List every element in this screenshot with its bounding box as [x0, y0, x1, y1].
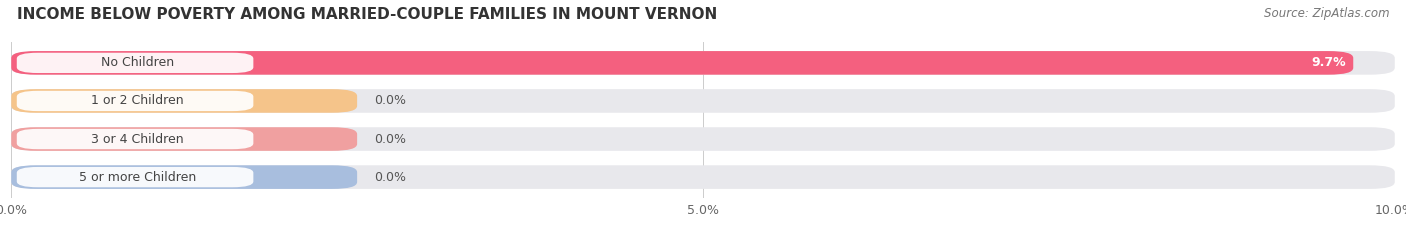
Text: Source: ZipAtlas.com: Source: ZipAtlas.com	[1264, 7, 1389, 20]
Text: 9.7%: 9.7%	[1312, 56, 1347, 69]
Text: 0.0%: 0.0%	[374, 171, 406, 184]
Text: No Children: No Children	[101, 56, 174, 69]
FancyBboxPatch shape	[11, 89, 357, 113]
FancyBboxPatch shape	[11, 165, 1395, 189]
Text: INCOME BELOW POVERTY AMONG MARRIED-COUPLE FAMILIES IN MOUNT VERNON: INCOME BELOW POVERTY AMONG MARRIED-COUPL…	[17, 7, 717, 22]
FancyBboxPatch shape	[11, 89, 1395, 113]
Text: 0.0%: 0.0%	[374, 133, 406, 146]
Text: 0.0%: 0.0%	[374, 94, 406, 107]
FancyBboxPatch shape	[17, 91, 253, 111]
Text: 5 or more Children: 5 or more Children	[79, 171, 195, 184]
Text: 3 or 4 Children: 3 or 4 Children	[91, 133, 183, 146]
FancyBboxPatch shape	[11, 165, 357, 189]
FancyBboxPatch shape	[11, 51, 1395, 75]
FancyBboxPatch shape	[17, 129, 253, 149]
FancyBboxPatch shape	[17, 53, 253, 73]
FancyBboxPatch shape	[11, 51, 1353, 75]
FancyBboxPatch shape	[17, 167, 253, 187]
FancyBboxPatch shape	[11, 127, 357, 151]
FancyBboxPatch shape	[11, 127, 1395, 151]
Text: 1 or 2 Children: 1 or 2 Children	[91, 94, 183, 107]
